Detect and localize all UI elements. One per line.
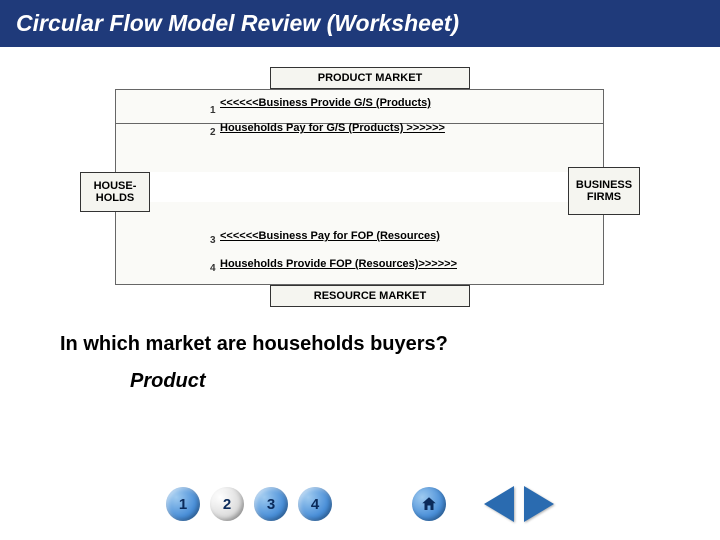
flow-label-4: Households Provide FOP (Resources)>>>>>> xyxy=(220,258,457,270)
home-icon xyxy=(420,495,438,513)
slide-title: Circular Flow Model Review (Worksheet) xyxy=(0,0,720,47)
question-text: In which market are households buyers? xyxy=(60,333,660,356)
product-market-box: PRODUCT MARKET xyxy=(270,67,470,89)
nav-button-4[interactable]: 4 xyxy=(298,487,332,521)
flow-label-2: Households Pay for G/S (Products) >>>>>> xyxy=(220,122,445,134)
navigation-bar: 1 2 3 4 xyxy=(0,486,720,522)
outer-bottom-flow-line xyxy=(115,202,604,285)
nav-button-1[interactable]: 1 xyxy=(166,487,200,521)
flow-label-3: <<<<<<Business Pay for FOP (Resources) xyxy=(220,230,440,242)
households-label-l1: HOUSE- xyxy=(94,180,137,192)
home-button[interactable] xyxy=(412,487,446,521)
prev-button[interactable] xyxy=(484,486,514,522)
households-label-l2: HOLDS xyxy=(96,192,135,204)
business-label-l2: FIRMS xyxy=(587,191,621,203)
flow-number-4: 4 xyxy=(210,263,216,274)
circular-flow-diagram: PRODUCT MARKET RESOURCE MARKET HOUSE- HO… xyxy=(80,67,640,307)
flow-number-2: 2 xyxy=(210,127,216,138)
nav-button-2[interactable]: 2 xyxy=(210,487,244,521)
business-firms-box: BUSINESS FIRMS xyxy=(568,167,640,215)
flow-number-1: 1 xyxy=(210,105,216,116)
households-box: HOUSE- HOLDS xyxy=(80,172,150,212)
business-label-l1: BUSINESS xyxy=(576,179,632,191)
answer-text: Product xyxy=(130,370,720,393)
resource-market-box: RESOURCE MARKET xyxy=(270,285,470,307)
flow-label-1: <<<<<<Business Provide G/S (Products) xyxy=(220,97,431,109)
nav-button-3[interactable]: 3 xyxy=(254,487,288,521)
flow-number-3: 3 xyxy=(210,235,216,246)
next-button[interactable] xyxy=(524,486,554,522)
